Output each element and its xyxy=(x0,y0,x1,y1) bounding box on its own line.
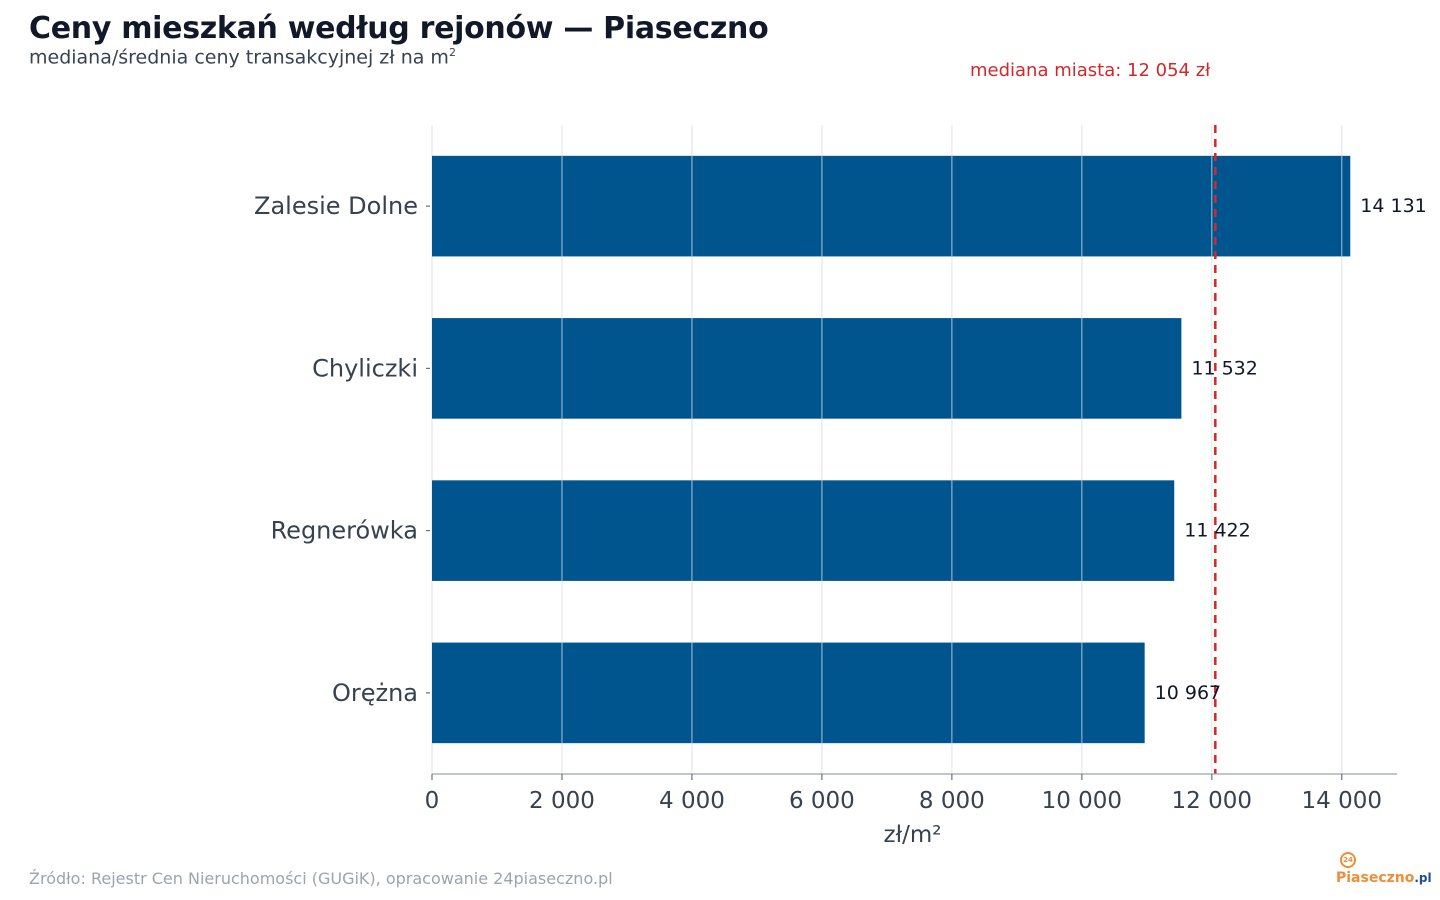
x-tick-label-5: 10 000 xyxy=(1042,788,1122,814)
subtitle-text: mediana/średnia ceny transakcyjnej zł na… xyxy=(29,46,449,69)
x-tick-label-1: 2 000 xyxy=(529,788,595,814)
logo-badge-icon: 24 xyxy=(1340,852,1356,868)
chart-subtitle: mediana/średnia ceny transakcyjnej zł na… xyxy=(29,46,456,68)
bar-1 xyxy=(432,318,1182,419)
x-tick-label-6: 12 000 xyxy=(1172,788,1252,814)
x-axis-title: zł/m² xyxy=(884,822,942,848)
y-tick-label-3: Orężna xyxy=(332,679,418,707)
brand-logo: 24 Piaseczno.pl xyxy=(1336,850,1432,890)
logo-main-text: Piaseczno xyxy=(1336,870,1415,886)
y-tick-label-0: Zalesie Dolne xyxy=(254,192,418,220)
chart-title: Ceny mieszkań według rejonów — Piaseczno xyxy=(29,11,769,46)
bar-3 xyxy=(432,642,1145,744)
bar-value-label-1: 11 532 xyxy=(1191,357,1257,379)
subtitle-superscript: 2 xyxy=(448,46,456,59)
logo-wordmark: Piaseczno.pl xyxy=(1336,870,1432,886)
bar-2 xyxy=(432,480,1175,581)
x-tick-label-3: 6 000 xyxy=(789,788,855,814)
x-tick-label-7: 14 000 xyxy=(1302,788,1382,814)
x-tick-label-2: 4 000 xyxy=(659,788,725,814)
bar-value-label-2: 11 422 xyxy=(1184,520,1250,542)
median-reference-label: mediana miasta: 12 054 zł xyxy=(970,60,1211,81)
bar-value-label-0: 14 131 xyxy=(1360,195,1426,217)
y-tick-label-2: Regnerówka xyxy=(271,517,418,545)
source-note: Źródło: Rejestr Cen Nieruchomości (GUGiK… xyxy=(29,869,613,888)
y-tick-label-1: Chyliczki xyxy=(312,354,418,382)
bar-0 xyxy=(432,155,1351,257)
bar-value-label-3: 10 967 xyxy=(1155,682,1221,704)
x-tick-label-4: 8 000 xyxy=(919,788,985,814)
x-tick-label-0: 0 xyxy=(425,788,440,814)
logo-tld-text: .pl xyxy=(1414,871,1432,885)
